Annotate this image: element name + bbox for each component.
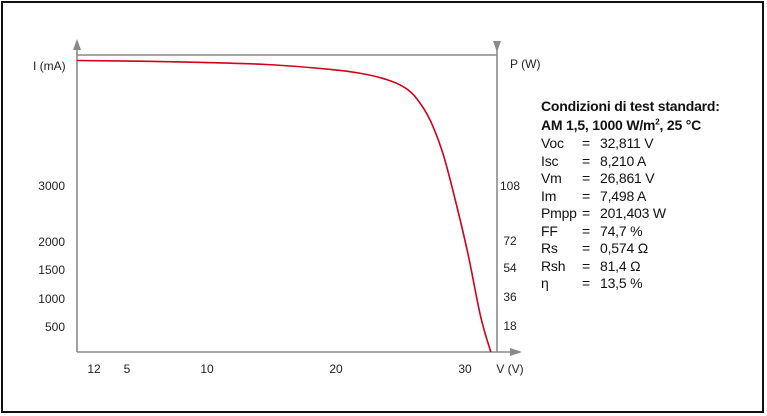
test-conditions-panel: Condizioni di test standard: AM 1,5, 100… (541, 97, 720, 293)
parameter-equals: = (582, 152, 590, 169)
y2-tick-label: 36 (503, 290, 517, 304)
parameter-equals: = (582, 135, 590, 151)
conditions-values-main: AM 1,5, 1000 W/m (541, 117, 656, 133)
y-axis-label: I (mA) (33, 59, 66, 73)
y2-tick-label: 54 (503, 261, 517, 275)
x-tick-label: 30 (458, 362, 472, 376)
axes (73, 39, 522, 356)
parameter-equals: = (582, 170, 590, 186)
parameter-equals: = (582, 222, 590, 239)
y-axis-arrow (73, 39, 81, 50)
parameter-equals: = (582, 240, 590, 256)
parameter-name: Rs (541, 240, 558, 256)
parameter-row: Isc = 8,210 A (541, 153, 666, 171)
parameter-value: 32,811 V (600, 135, 654, 151)
conditions-title: Condizioni di test standard: (541, 98, 720, 114)
parameter-name: Rsh (541, 257, 566, 274)
parameter-equals: = (582, 257, 590, 274)
parameter-value: 8,210 A (600, 152, 647, 169)
parameter-value: 81,4 Ω (600, 257, 641, 274)
parameters-table: Voc = 32,811 V Isc = 8,210 A Vm = 26,861 V Im = 7,4… (541, 135, 666, 293)
x-ticks: 12 5 10 20 30 (87, 362, 472, 376)
conditions-values: AM 1,5, 1000 W/m2, 25 °C (541, 116, 720, 135)
conditions-superscript: 2 (655, 117, 660, 127)
x-tick-label: 10 (200, 362, 214, 376)
parameter-value: 7,498 A (600, 187, 647, 204)
parameter-name: Im (541, 187, 557, 204)
y2-ticks: 18 36 54 72 108 (500, 179, 520, 333)
parameter-value: 26,861 V (600, 170, 655, 186)
parameter-equals: = (582, 275, 590, 291)
parameter-row: Vm = 26,861 V (541, 170, 666, 188)
parameter-name: FF (541, 222, 558, 239)
y2-axis-label: P (W) (510, 57, 540, 71)
parameter-row: Im = 7,498 A (541, 188, 666, 206)
y-ticks: 500 1000 1500 2000 3000 (38, 179, 65, 334)
iv-curve-line (76, 59, 492, 353)
parameter-name: η (541, 275, 549, 291)
y-tick-label: 1000 (38, 292, 65, 306)
y2-tick-label: 72 (503, 234, 517, 248)
y2-tick-label: 108 (500, 179, 520, 193)
parameter-equals: = (582, 205, 590, 221)
parameter-row: FF = 74,7 % (541, 223, 666, 241)
parameter-row: Rsh = 81,4 Ω (541, 258, 666, 276)
parameter-value: 74,7 % (600, 222, 643, 239)
y-tick-label: 1500 (38, 263, 65, 277)
y2-axis-arrow (493, 41, 501, 52)
y-tick-label: 3000 (38, 179, 65, 193)
parameter-name: Pmpp (541, 205, 577, 221)
x-tick-label: 12 (87, 362, 101, 376)
parameter-row: Rs = 0,574 Ω (541, 240, 666, 258)
parameter-name: Isc (541, 152, 559, 169)
y2-tick-label: 18 (503, 319, 517, 333)
parameter-name: Voc (541, 135, 564, 151)
x-axis-arrow (510, 348, 522, 356)
parameter-row: Pmpp = 201,403 W (541, 205, 666, 223)
conditions-values-tail: , 25 °C (659, 117, 702, 133)
parameter-value: 0,574 Ω (600, 240, 648, 256)
parameter-value: 201,403 W (600, 205, 666, 221)
parameter-equals: = (582, 187, 590, 204)
parameter-name: Vm (541, 170, 562, 186)
parameter-row: η = 13,5 % (541, 275, 666, 293)
x-tick-label: 20 (329, 362, 343, 376)
y-tick-label: 500 (45, 320, 65, 334)
x-tick-label: 5 (124, 362, 131, 376)
parameter-value: 13,5 % (600, 275, 643, 291)
y-tick-label: 2000 (38, 235, 65, 249)
x-axis-label: V (V) (496, 362, 523, 376)
parameter-row: Voc = 32,811 V (541, 135, 666, 153)
